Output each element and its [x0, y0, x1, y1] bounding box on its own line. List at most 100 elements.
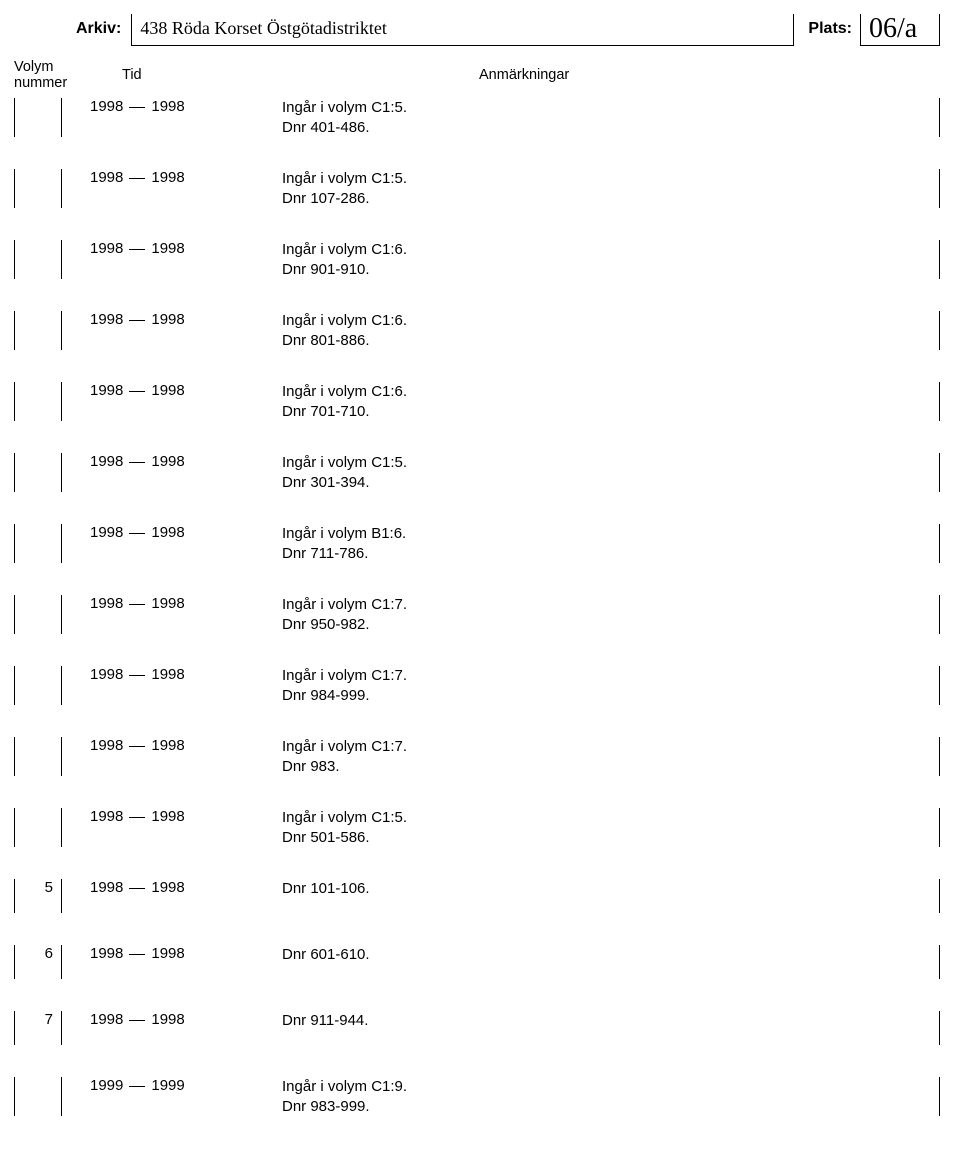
col-volym: Volym nummer — [14, 60, 94, 92]
dash-icon — [129, 746, 145, 747]
note-line: Ingår i volym C1:7. — [282, 666, 933, 686]
note-line: Dnr 401-486. — [282, 118, 933, 138]
year-from: 1999 — [90, 1077, 123, 1094]
note-line: Dnr 601-610. — [282, 945, 933, 965]
note-line: Ingår i volym C1:7. — [282, 595, 933, 615]
note-line: Ingår i volym C1:5. — [282, 453, 933, 473]
anmarkningar: Ingår i volym C1:6.Dnr 701-710. — [262, 382, 940, 421]
table-row: 19981998Ingår i volym C1:6.Dnr 801-886. — [14, 307, 940, 378]
note-line: Ingår i volym C1:6. — [282, 382, 933, 402]
dash-icon — [129, 320, 145, 321]
table-row: 519981998Dnr 101-106. — [14, 875, 940, 941]
anmarkningar: Ingår i volym C1:6.Dnr 901-910. — [262, 240, 940, 279]
tid-range: 19981998 — [62, 240, 262, 279]
table-row: 1998 1998 Ingår i volym C1:7.Dnr 984-999. — [14, 662, 940, 733]
vol-number — [14, 382, 62, 421]
dash-icon — [129, 107, 145, 108]
table-row: 19981998Ingår i volym C1:7.Dnr 983. — [14, 733, 940, 804]
year-to: 1998 — [151, 1011, 184, 1028]
dash-icon — [129, 604, 145, 605]
note-line: Ingår i volym C1:5. — [282, 808, 933, 828]
note-line: Ingår i volym C1:7. — [282, 737, 933, 757]
vol-number — [14, 98, 62, 137]
anmarkningar: Ingår i volym C1:9.Dnr 983-999. — [262, 1077, 940, 1116]
vol-number — [14, 666, 62, 705]
note-line: Ingår i volym C1:6. — [282, 240, 933, 260]
table-row: 19981998Ingår i volym C1:6.Dnr 901-910. — [14, 236, 940, 307]
anmarkningar: Ingår i volym B1:6.Dnr 711-786. — [262, 524, 940, 563]
data-rows: 19981998Ingår i volym C1:5.Dnr 401-486.1… — [14, 94, 940, 1120]
vol-number: 5 — [14, 879, 62, 913]
anmarkningar: Ingår i volym C1:7.Dnr 983. — [262, 737, 940, 776]
anmarkningar: Ingår i volym C1:6.Dnr 801-886. — [262, 311, 940, 350]
plats-label: Plats: — [808, 14, 860, 38]
dash-icon — [129, 249, 145, 250]
tid-range: 19981998 — [62, 879, 262, 913]
year-to: 1998 — [151, 945, 184, 962]
note-line: Dnr 107-286. — [282, 189, 933, 209]
arkiv-value: 438 Röda Korset Östgötadistriktet — [131, 14, 794, 46]
anmarkningar: Ingår i volym C1:5.Dnr 107-286. — [262, 169, 940, 208]
vol-number — [14, 1077, 62, 1116]
table-row: 1998 1998 Ingår i volym C1:5.Dnr 501-586. — [14, 804, 940, 875]
plats-value: 06/a — [860, 14, 940, 46]
table-row: 719981998Dnr 911-944. — [14, 1007, 940, 1073]
year-to: 1998 — [151, 879, 184, 896]
year-to: 1998 — [151, 595, 184, 612]
col-anm: Anmärkningar — [264, 60, 940, 92]
note-line: Ingår i volym C1:9. — [282, 1077, 933, 1097]
year-to: 1998 — [151, 808, 184, 825]
table-row: 1998 1998 Ingår i volym C1:5.Dnr 401-486. — [14, 94, 940, 165]
year-to: 1998 — [151, 666, 184, 683]
vol-number: 6 — [14, 945, 62, 979]
dash-icon — [129, 1086, 145, 1087]
year-from: 1998 — [90, 311, 123, 328]
page-header: Arkiv: 438 Röda Korset Östgötadistriktet… — [14, 8, 940, 46]
vol-number — [14, 169, 62, 208]
vol-number — [14, 524, 62, 563]
year-to: 1998 — [151, 453, 184, 470]
year-from: 1998 — [90, 98, 123, 115]
year-from: 1998 — [90, 945, 123, 962]
table-row: 1999 1999 Ingår i volym C1:9.Dnr 983-999. — [14, 1073, 940, 1120]
anmarkningar: Ingår i volym C1:5.Dnr 401-486. — [262, 98, 940, 137]
note-line: Dnr 983-999. — [282, 1097, 933, 1117]
note-line: Dnr 901-910. — [282, 260, 933, 280]
year-to: 1998 — [151, 169, 184, 186]
anmarkningar: Dnr 101-106. — [262, 879, 940, 913]
anmarkningar: Ingår i volym C1:7.Dnr 984-999. — [262, 666, 940, 705]
dash-icon — [129, 954, 145, 955]
col-volym-l2: nummer — [14, 75, 67, 91]
dash-icon — [129, 675, 145, 676]
tid-range: 1999 1999 — [62, 1077, 262, 1116]
year-from: 1998 — [90, 169, 123, 186]
tid-range: 1998 1998 — [62, 666, 262, 705]
table-row: 1998 1998 Ingår i volym C1:5.Dnr 301-394. — [14, 449, 940, 520]
anmarkningar: Ingår i volym C1:5.Dnr 301-394. — [262, 453, 940, 492]
tid-range: 19981998 — [62, 524, 262, 563]
vol-number — [14, 737, 62, 776]
col-volym-l1: Volym — [14, 59, 54, 75]
note-line: Dnr 501-586. — [282, 828, 933, 848]
note-line: Dnr 701-710. — [282, 402, 933, 422]
year-to: 1998 — [151, 737, 184, 754]
note-line: Dnr 801-886. — [282, 331, 933, 351]
note-line: Dnr 984-999. — [282, 686, 933, 706]
table-row: 1998 1998 Ingår i volym C1:5.Dnr 107-286. — [14, 165, 940, 236]
anmarkningar: Ingår i volym C1:5.Dnr 501-586. — [262, 808, 940, 847]
dash-icon — [129, 817, 145, 818]
year-to: 1999 — [151, 1077, 184, 1094]
table-row: 6 1998 1998 Dnr 601-610. — [14, 941, 940, 1007]
year-from: 1998 — [90, 453, 123, 470]
anmarkningar: Ingår i volym C1:7.Dnr 950-982. — [262, 595, 940, 634]
year-to: 1998 — [151, 382, 184, 399]
note-line: Dnr 711-786. — [282, 544, 933, 564]
anmarkningar: Dnr 601-610. — [262, 945, 940, 979]
year-to: 1998 — [151, 98, 184, 115]
column-headers: Volym nummer Tid Anmärkningar — [14, 46, 940, 92]
year-from: 1998 — [90, 808, 123, 825]
vol-number — [14, 595, 62, 634]
year-from: 1998 — [90, 666, 123, 683]
tid-range: 1998 1998 — [62, 98, 262, 137]
vol-number — [14, 453, 62, 492]
